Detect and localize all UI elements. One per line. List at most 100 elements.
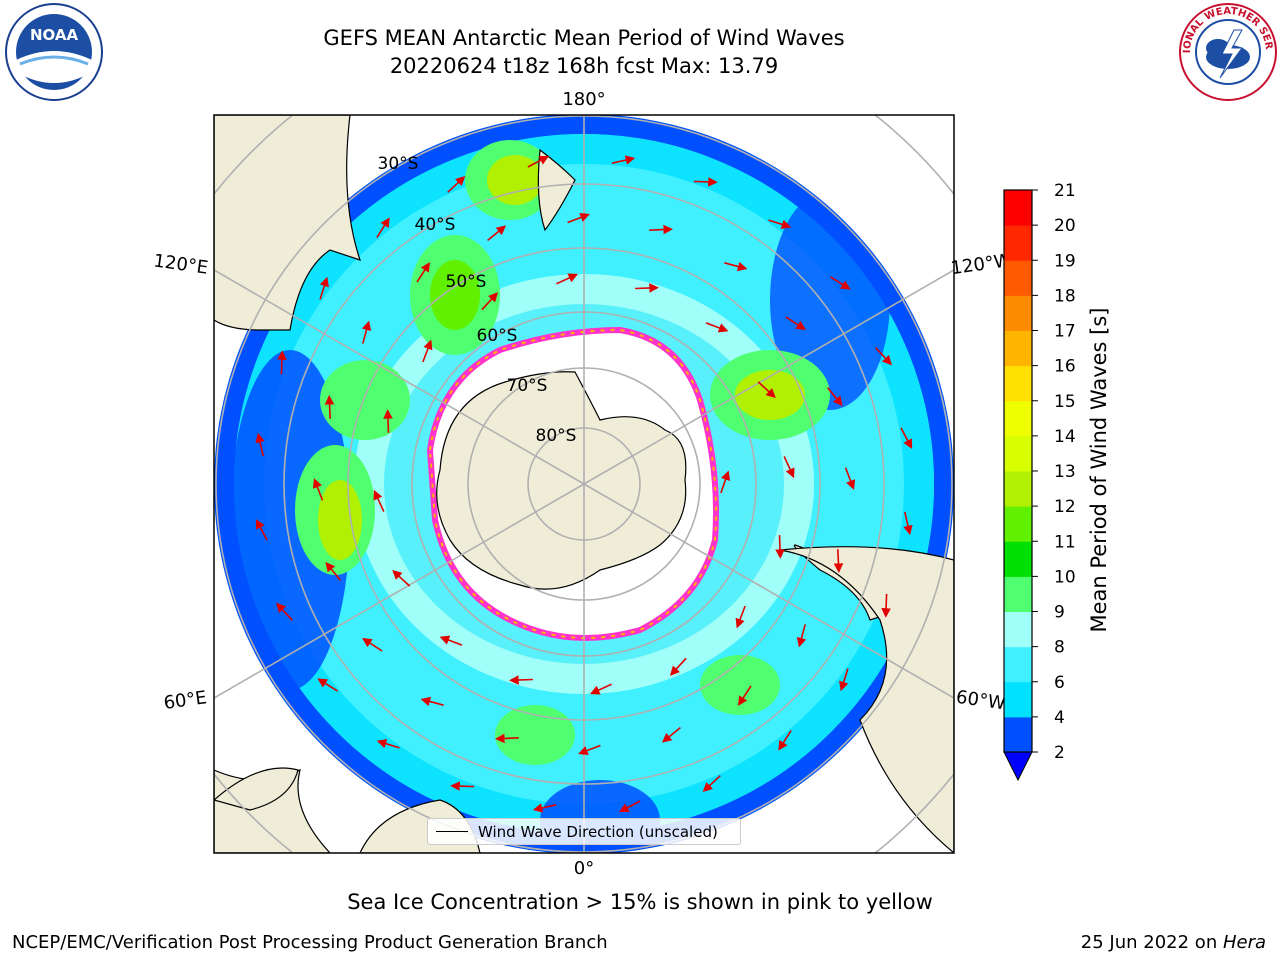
direction-arrow [669,657,687,676]
colorbar-segment [1004,716,1032,753]
colorbar-tick-label: 15 [1054,392,1076,412]
map-frame [213,114,955,854]
direction-arrow [450,781,475,791]
direction-arrow [875,347,892,366]
lon-label-180: 180° [562,89,605,110]
direction-arrow [635,283,659,293]
lon-label-60e: 60°E [162,687,208,714]
direction-arrow [255,518,268,541]
colorbar-tick-label: 13 [1054,462,1076,482]
colorbar-segment [1004,435,1032,472]
direction-arrow [737,685,752,706]
lat-label-80s: 80°S [536,426,577,446]
colorbar-segment [1004,611,1032,648]
wave-period-field [214,115,954,853]
direction-arrow [325,561,342,581]
direction-arrow [509,675,533,685]
colorbar-tick-label: 11 [1054,532,1076,552]
direction-arrow [768,219,792,229]
colorbar-segment [1004,225,1032,261]
direction-arrow [324,395,335,419]
noaa-logo: NOAA [5,3,103,101]
direction-arrow [900,427,913,450]
direction-arrow [724,261,748,272]
colorbar-segment [1004,400,1032,437]
direction-arrow [373,489,385,512]
colorbar-under-extension [1003,751,1033,782]
direction-arrow [720,470,731,494]
colorbar-segment [1004,681,1032,718]
colorbar-tick-label: 17 [1054,322,1076,342]
direction-arrow [361,320,372,344]
footer-credit: NCEP/EMC/Verification Post Processing Pr… [12,932,608,953]
direction-arrow [439,635,463,646]
colorbar-tick-label: 21 [1054,181,1076,201]
colorbar-segment [1004,646,1032,683]
direction-arrow [903,511,913,536]
direction-arrow [785,316,806,331]
vector-legend-line [436,831,468,832]
direction-arrow [312,478,324,501]
direction-arrow [255,432,265,457]
direction-arrow [833,549,844,573]
nws-logo: NATIONAL WEATHER SERVICE [1178,2,1277,101]
svg-text:NOAA: NOAA [30,26,79,44]
direction-arrow [775,535,785,559]
direction-arrow [317,678,338,692]
lon-label-60w: 60°W [955,687,1007,715]
colorbar-segment [1004,190,1032,226]
colorbar-tick-label: 18 [1054,286,1076,306]
direction-arrow [693,177,718,187]
lon-label-120e: 120°E [152,250,209,278]
lat-label-40s: 40°S [415,215,456,235]
colorbar-label: Mean Period of Wind Waves [s] [1087,308,1111,633]
direction-arrow [447,176,466,193]
colorbar-segment [1004,330,1032,367]
lat-label-50s: 50°S [446,272,487,292]
direction-arrow [420,696,444,707]
direction-arrow [783,456,795,479]
lat-label-30s: 30°S [378,154,419,174]
direction-arrow [757,381,776,399]
direction-arrow [778,730,792,751]
colorbar-tick-label: 16 [1054,357,1076,377]
direction-arrow [319,276,329,300]
vector-legend: Wind Wave Direction (unscaled) [427,818,741,845]
colorbar: 2 4 6 8 9 10 11 12 13 14 15 16 17 18 19 20 21 [1003,181,1076,782]
direction-arrow [589,683,612,695]
direction-arrow [422,339,433,363]
direction-arrow [881,593,891,618]
direction-arrow [383,409,393,433]
footer-date: 25 Jun 2022 on Hera [1080,932,1266,953]
direction-arrow [556,273,579,285]
direction-arrow [567,212,590,224]
direction-arrow [611,155,636,165]
direction-arrow [702,775,721,792]
direction-arrow [705,322,729,333]
direction-arrow [376,739,400,749]
direction-arrow [618,800,641,813]
direction-arrow [487,225,507,242]
direction-arrow [495,733,519,744]
colorbar-segment [1004,260,1032,296]
direction-arrow [392,569,411,587]
direction-arrow [578,744,601,756]
colorbar-tick-label: 19 [1054,251,1076,271]
map-figure: 180° 120°E 120°W 60°E 60°W 0° 30°S 40°S … [152,89,1111,879]
colorbar-segment [1004,295,1032,331]
direction-arrow [276,602,293,621]
direction-arrow [481,292,499,311]
direction-arrow [796,624,807,648]
colorbar-tick-label: 20 [1054,216,1076,236]
land-masses [214,115,954,853]
lat-label-70s: 70°S [507,376,548,396]
colorbar-tick-label: 12 [1054,497,1076,517]
wind-wave-direction-arrows [255,155,913,813]
direction-arrow [376,217,390,238]
direction-arrow [649,224,673,235]
direction-arrow [532,803,557,813]
lat-label-60s: 60°S [477,326,518,346]
direction-arrow [277,350,287,375]
colorbar-segment [1004,365,1032,402]
colorbar-tick-label: 9 [1054,603,1065,623]
